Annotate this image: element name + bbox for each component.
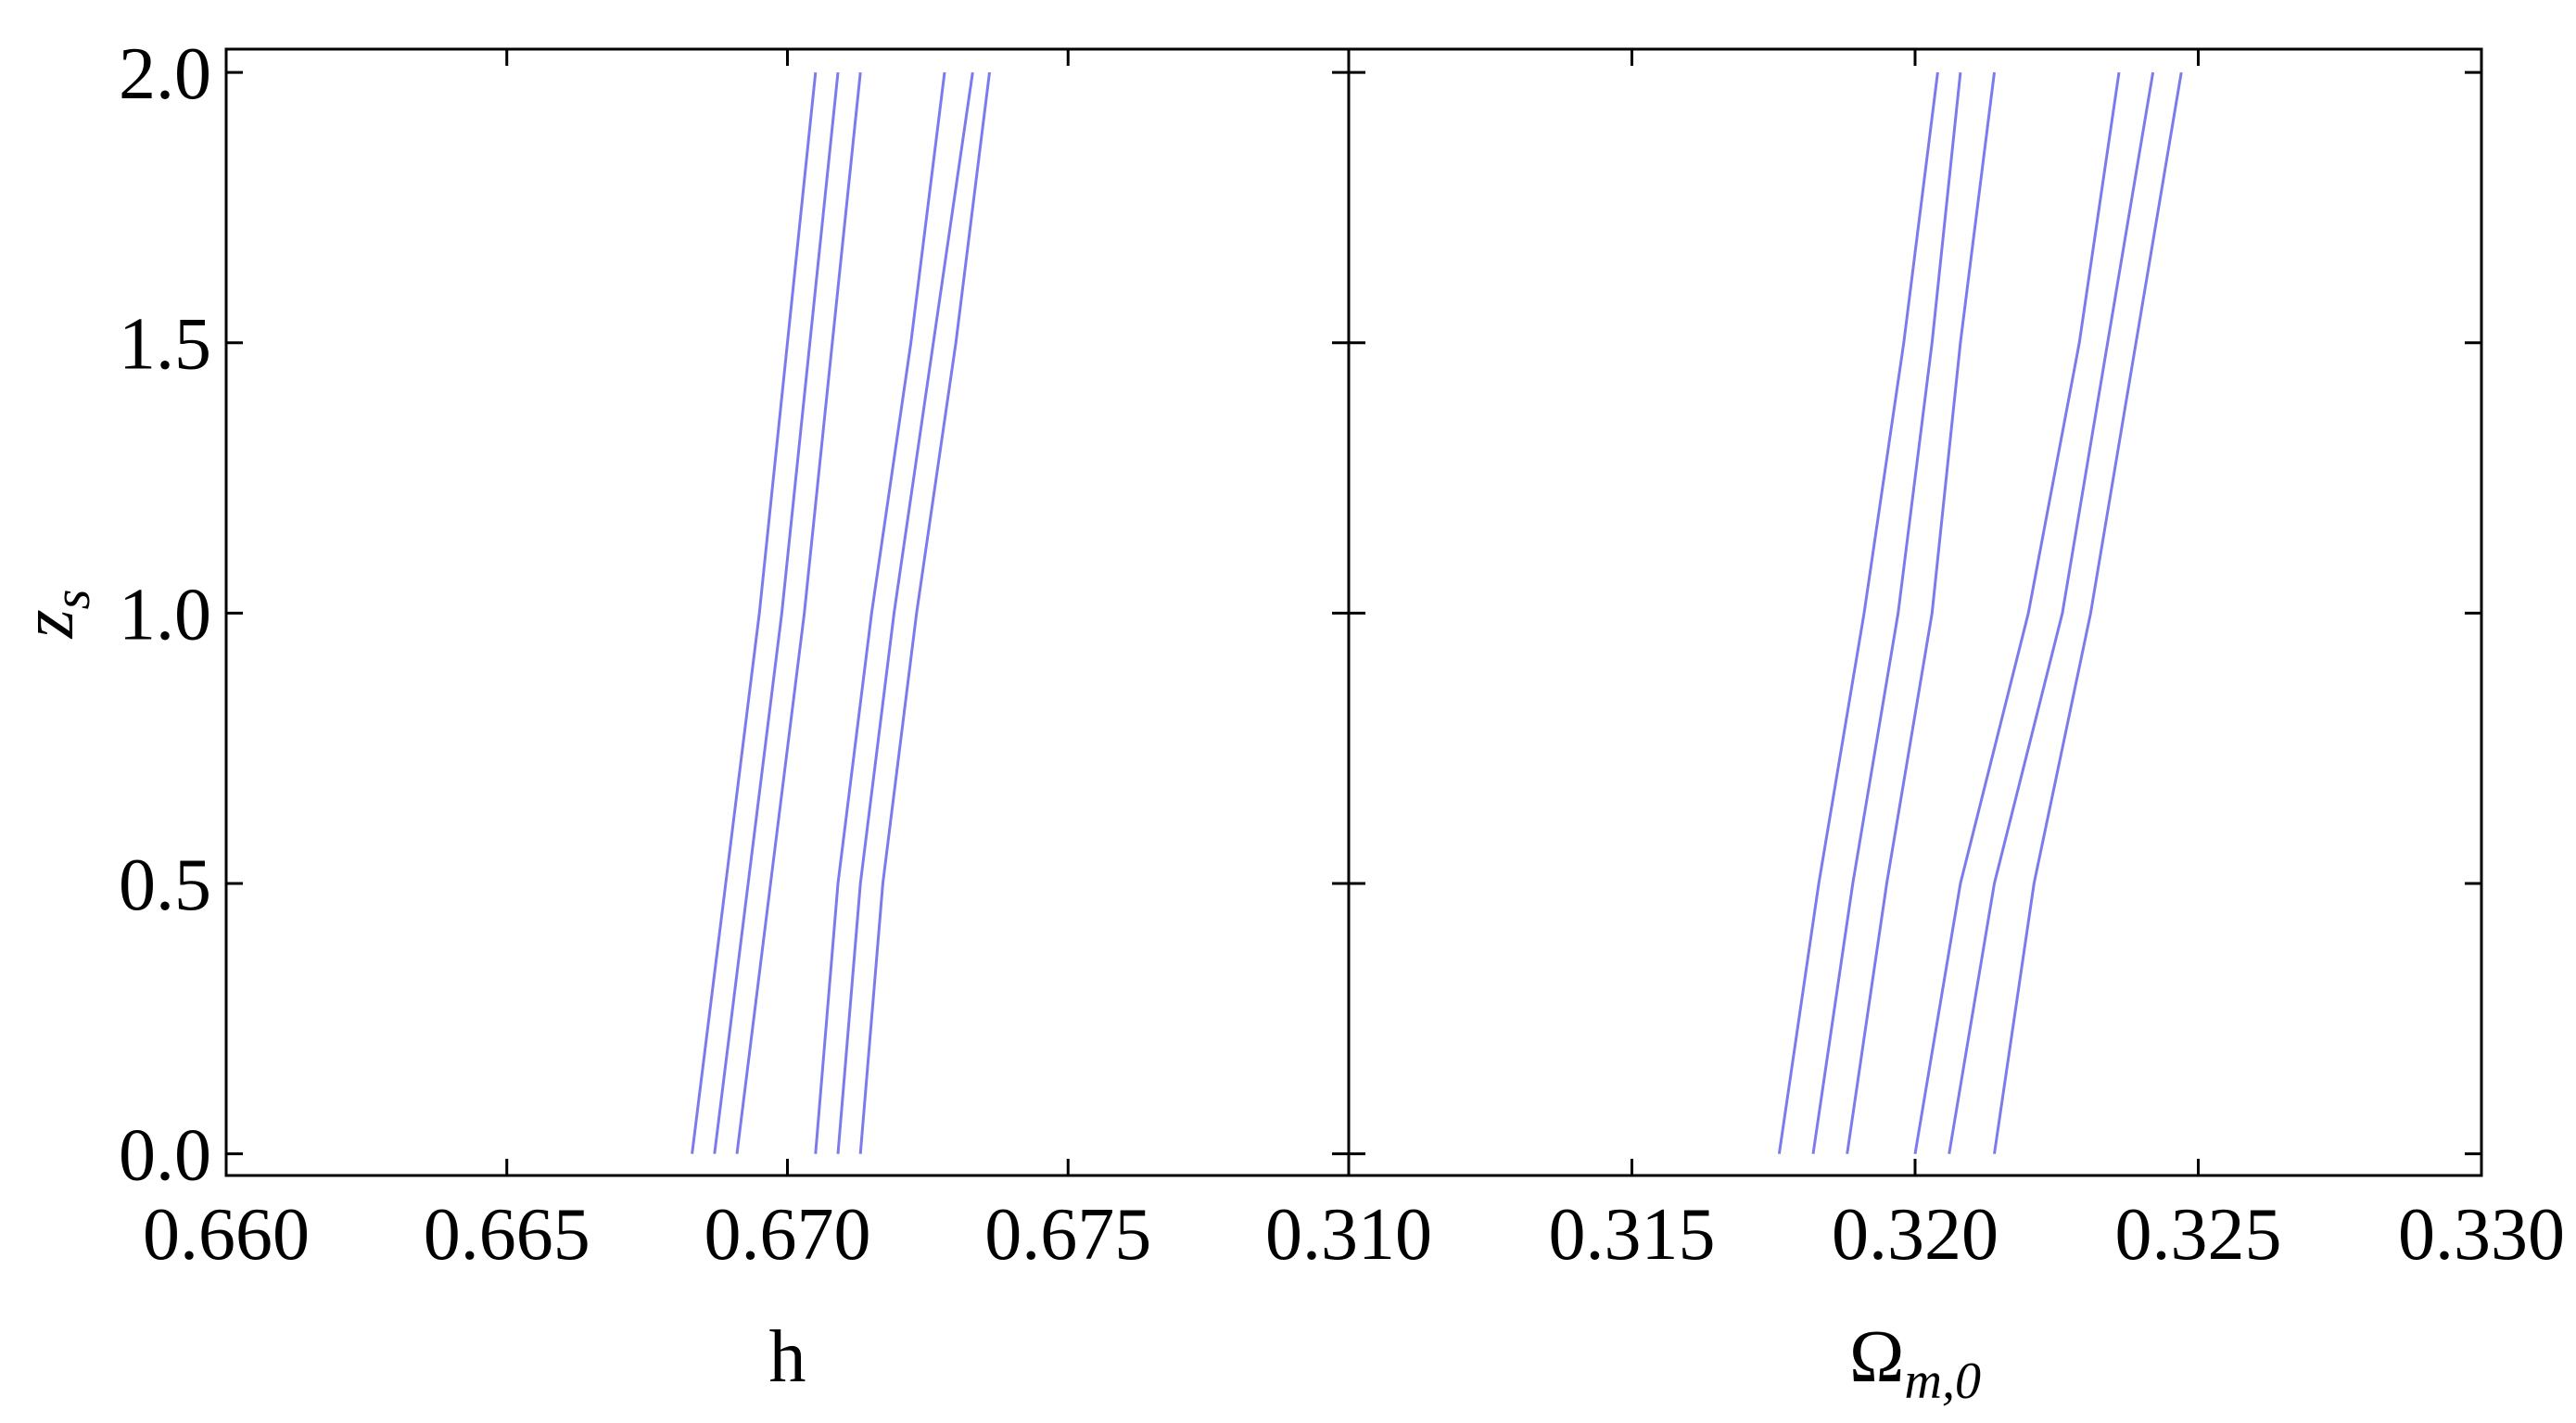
contour-line [1948,71,2155,1154]
x-tick-label: 0.325 [2115,1194,2282,1276]
y-axis-label: zs [7,590,101,640]
y-tick-label: 1.5 [119,304,211,386]
contour-line [735,71,862,1154]
x-tick-label: 0.670 [704,1194,871,1276]
y-tick-label: 0.0 [119,1115,211,1197]
contour-line [1993,71,2183,1154]
contour-line [1913,71,2121,1154]
contour-line [691,71,818,1154]
contour-line [814,71,946,1154]
x-tick-label: 0.310 [1265,1194,1432,1276]
contour-line [858,71,991,1154]
x-tick-label: 0.330 [2398,1194,2565,1276]
y-tick-label: 1.0 [119,574,211,655]
x-axis-label-sub: m,0 [1905,1353,1981,1410]
x-axis-label-text: Ω [1849,1316,1904,1398]
contour-line [1777,71,1939,1154]
x-tick-label: 0.315 [1549,1194,1716,1276]
plot-frame [1347,47,2483,1177]
contour-line [713,71,840,1154]
contour-line [1811,71,1962,1154]
y-axis-label-sub: s [44,590,101,610]
y-axis-label-text: z [7,609,89,639]
x-tick-label: 0.675 [984,1194,1151,1276]
contour-line [1846,71,1996,1154]
y-tick-label: 2.0 [119,33,211,115]
y-tick-label: 0.5 [119,845,211,926]
plot-frame [224,47,1351,1177]
contour-line [836,71,974,1154]
x-tick-label: 0.665 [424,1194,590,1276]
x-axis-label: Ωm,0 [1849,1316,1981,1410]
x-axis-label: h [769,1316,806,1398]
x-tick-label: 0.320 [1832,1194,1999,1276]
x-axis-label-text: h [769,1316,806,1398]
x-tick-label: 0.660 [143,1194,310,1276]
